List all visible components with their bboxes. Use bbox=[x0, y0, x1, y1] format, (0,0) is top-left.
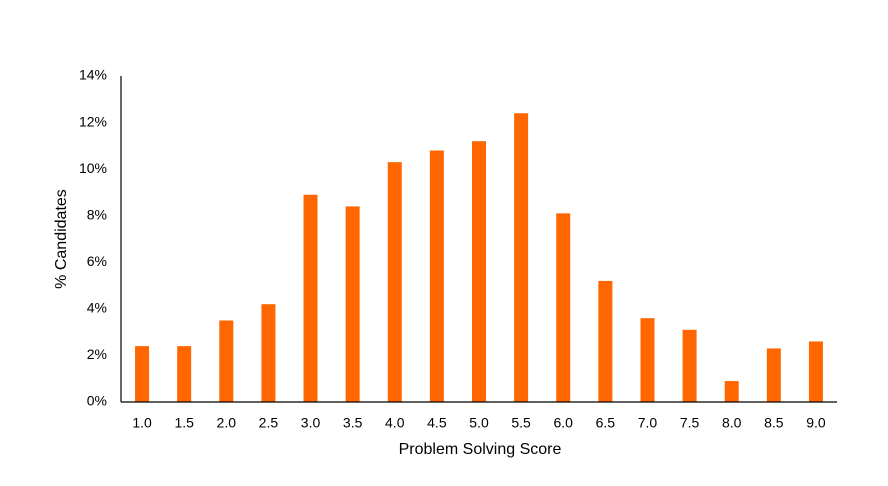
x-tick-label: 8.0 bbox=[722, 415, 742, 431]
y-axis-label: % Candidates bbox=[53, 189, 70, 289]
x-tick-label: 7.0 bbox=[638, 415, 658, 431]
bar bbox=[303, 194, 318, 402]
bar bbox=[177, 346, 192, 402]
bar bbox=[261, 304, 276, 402]
bar bbox=[808, 341, 823, 402]
bar bbox=[724, 381, 739, 402]
y-tick-label: 4% bbox=[87, 300, 107, 316]
bar bbox=[640, 318, 655, 402]
y-tick-label: 10% bbox=[79, 160, 107, 176]
x-tick-label: 2.5 bbox=[259, 415, 279, 431]
y-tick-label: 14% bbox=[79, 67, 107, 83]
bar bbox=[219, 320, 234, 402]
bar bbox=[766, 348, 781, 402]
bar bbox=[429, 150, 444, 402]
y-tick-label: 0% bbox=[87, 393, 107, 409]
bar bbox=[387, 162, 402, 402]
x-tick-label: 9.0 bbox=[806, 415, 826, 431]
y-tick-label: 12% bbox=[79, 113, 107, 129]
y-tick-label: 8% bbox=[87, 206, 107, 222]
x-axis-label: Problem Solving Score bbox=[399, 441, 562, 458]
bar bbox=[472, 141, 486, 402]
x-tick-label: 1.0 bbox=[132, 415, 152, 431]
x-tick-label: 3.0 bbox=[301, 415, 321, 431]
x-tick-label: 7.5 bbox=[680, 415, 700, 431]
bar bbox=[135, 346, 150, 402]
x-tick-label: 1.5 bbox=[174, 415, 194, 431]
x-tick-label: 3.5 bbox=[343, 415, 363, 431]
x-tick-label: 5.5 bbox=[511, 415, 531, 431]
bar bbox=[556, 213, 571, 402]
y-tick-label: 2% bbox=[87, 346, 107, 362]
x-tick-label: 6.0 bbox=[554, 415, 574, 431]
bar bbox=[682, 329, 697, 402]
bar bbox=[598, 280, 613, 402]
x-tick-label: 6.5 bbox=[596, 415, 616, 431]
bar bbox=[345, 206, 360, 402]
y-tick-label: 6% bbox=[87, 253, 107, 269]
x-tick-label: 2.0 bbox=[217, 415, 237, 431]
x-tick-label: 8.5 bbox=[764, 415, 784, 431]
x-tick-label: 4.0 bbox=[385, 415, 405, 431]
x-tick-label: 5.0 bbox=[469, 415, 489, 431]
bar bbox=[514, 113, 529, 402]
x-tick-label: 4.5 bbox=[427, 415, 447, 431]
